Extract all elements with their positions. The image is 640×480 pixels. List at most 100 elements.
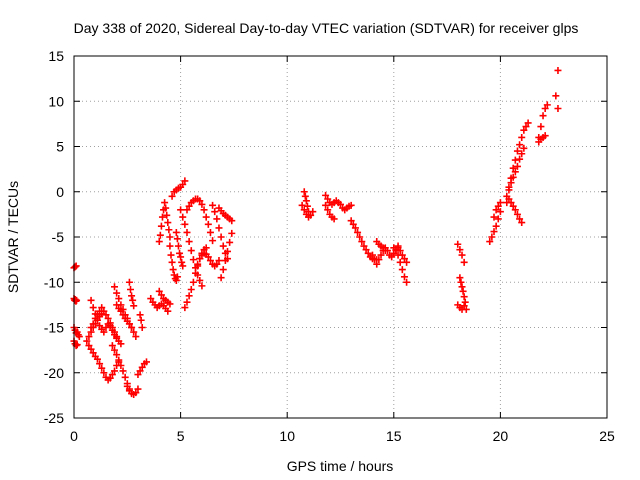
- x-tick-label: 10: [279, 428, 295, 444]
- data-point: [174, 242, 182, 250]
- data-point: [183, 298, 191, 306]
- data-point: [518, 219, 526, 227]
- data-point: [113, 351, 121, 359]
- series-pass-4c: [166, 242, 181, 284]
- data-point: [111, 346, 119, 354]
- data-point: [460, 293, 468, 301]
- data-point: [456, 246, 464, 254]
- data-point: [108, 342, 116, 350]
- data-point: [330, 215, 338, 223]
- data-point: [347, 217, 355, 225]
- data-point: [509, 202, 517, 210]
- data-point: [215, 224, 223, 232]
- data-point: [108, 371, 116, 379]
- data-point: [183, 228, 191, 236]
- data-point: [537, 123, 545, 131]
- data-point: [91, 314, 99, 322]
- data-point: [388, 253, 396, 261]
- data-point: [98, 364, 106, 372]
- data-point: [398, 251, 406, 259]
- data-point: [187, 285, 195, 293]
- data-point: [196, 276, 204, 284]
- data-point: [198, 282, 206, 290]
- series-pass-4d: [168, 177, 189, 200]
- x-tick-label: 0: [70, 428, 78, 444]
- data-point: [552, 92, 560, 100]
- data-point: [177, 253, 185, 261]
- data-point: [300, 188, 308, 196]
- data-point: [349, 220, 357, 228]
- data-point: [147, 295, 155, 303]
- y-tick-label: 10: [48, 93, 64, 109]
- data-point: [511, 156, 519, 164]
- data-point: [71, 263, 79, 271]
- data-point: [172, 228, 180, 236]
- data-point: [156, 231, 164, 239]
- grid-lines: [74, 56, 607, 418]
- data-point: [347, 201, 355, 209]
- series-pass-4b: [155, 199, 174, 246]
- data-point: [132, 333, 140, 341]
- data-point: [460, 302, 468, 310]
- data-point: [113, 289, 121, 297]
- data-point: [185, 238, 193, 246]
- data-point: [178, 258, 186, 266]
- data-point: [119, 311, 127, 319]
- data-point: [516, 155, 524, 163]
- data-point: [456, 274, 464, 282]
- x-tick-label: 15: [386, 428, 402, 444]
- data-point: [206, 228, 214, 236]
- data-point: [173, 273, 181, 281]
- data-point: [93, 355, 101, 363]
- data-point: [134, 385, 142, 393]
- data-point: [204, 253, 212, 261]
- data-point: [518, 150, 526, 158]
- data-point: [163, 211, 171, 219]
- data-point: [115, 356, 123, 364]
- data-point: [166, 300, 174, 308]
- y-tick-label: -5: [52, 229, 65, 245]
- plot-frame: [73, 55, 608, 419]
- series-pass-1c: [85, 342, 123, 384]
- series-pass-1d: [87, 304, 106, 331]
- data-point: [511, 168, 519, 176]
- series-pass-0a: [70, 262, 80, 272]
- data-point: [179, 181, 187, 189]
- axis-ticks: 0 5 10 15 20 25 15 10 5 0 -5 -10 -15 -20 -25: [44, 48, 615, 444]
- data-point: [539, 112, 547, 120]
- data-point: [89, 320, 97, 328]
- series-pass-2c: [108, 342, 133, 393]
- data-point: [106, 374, 114, 382]
- y-tick-label: 0: [56, 184, 64, 200]
- data-point: [394, 242, 402, 250]
- y-tick-label: -15: [44, 320, 64, 336]
- data-point: [142, 358, 150, 366]
- data-point: [117, 340, 125, 348]
- data-point: [459, 287, 467, 295]
- data-point: [111, 283, 119, 291]
- data-point: [155, 287, 163, 295]
- series-pass-19b: [490, 199, 504, 221]
- data-point: [298, 201, 306, 209]
- data-point: [228, 217, 236, 225]
- y-tick-label: -25: [44, 410, 64, 426]
- data-point: [381, 247, 389, 255]
- data-point: [134, 371, 142, 379]
- data-point: [196, 197, 204, 205]
- data-point: [543, 101, 551, 109]
- data-point: [509, 164, 517, 172]
- data-point: [496, 208, 504, 216]
- data-point: [179, 262, 187, 270]
- series-pass-3a: [134, 358, 150, 379]
- data-point: [460, 258, 468, 266]
- data-point: [100, 369, 108, 377]
- data-point: [102, 324, 110, 331]
- series-pass-0c: [70, 324, 83, 341]
- data-point: [177, 206, 185, 214]
- series-pass-22a: [552, 92, 562, 112]
- data-point: [200, 206, 208, 214]
- data-point: [364, 249, 372, 257]
- data-point: [496, 199, 504, 207]
- data-point: [307, 211, 315, 219]
- data-point: [89, 304, 97, 312]
